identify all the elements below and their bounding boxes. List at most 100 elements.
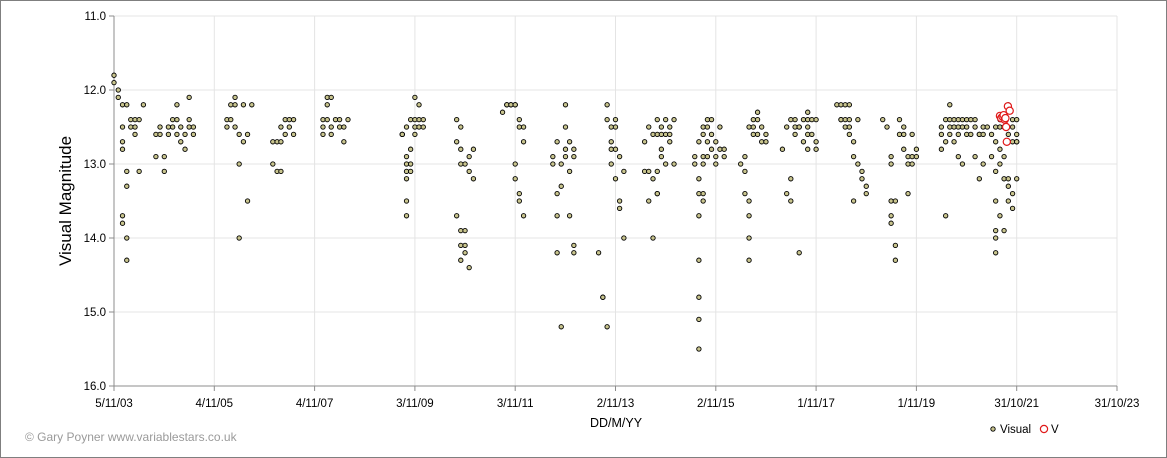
visual-data-point xyxy=(224,124,230,130)
visual-data-point xyxy=(717,146,723,152)
visual-data-point xyxy=(466,153,472,160)
visual-data-point xyxy=(608,139,614,145)
visual-data-point xyxy=(658,124,665,130)
visual-data-point xyxy=(650,176,656,182)
visual-data-point xyxy=(407,168,414,175)
visual-data-point xyxy=(566,213,573,219)
visual-data-point xyxy=(846,102,853,108)
visual-data-point xyxy=(182,131,188,138)
visual-data-point xyxy=(754,116,761,123)
visual-data-point xyxy=(621,235,627,241)
visual-data-point xyxy=(850,198,857,204)
visual-data-point xyxy=(412,131,418,138)
visual-data-point xyxy=(178,139,184,145)
visual-data-point xyxy=(667,131,673,138)
visual-data-point xyxy=(1001,176,1007,182)
visual-data-point xyxy=(132,131,138,138)
visual-data-point xyxy=(696,213,702,219)
visual-data-point xyxy=(286,116,292,123)
visual-data-point xyxy=(244,131,251,138)
visual-data-point xyxy=(667,124,673,130)
visual-data-point xyxy=(800,116,807,123)
visual-data-point xyxy=(947,124,953,130)
visual-data-point xyxy=(186,116,192,123)
visual-data-point xyxy=(1005,176,1011,182)
visual-data-point xyxy=(993,124,999,130)
visual-data-point xyxy=(407,146,414,152)
visual-data-point xyxy=(809,131,815,138)
visual-data-point xyxy=(859,176,865,182)
x-tick-label: 3/11/11 xyxy=(497,398,534,410)
visual-data-point xyxy=(462,227,468,234)
visual-data-point xyxy=(863,190,869,197)
visual-data-point xyxy=(754,109,761,115)
visual-data-point xyxy=(846,124,853,130)
visual-data-point xyxy=(416,102,422,108)
visual-data-point xyxy=(403,124,410,130)
visual-data-point xyxy=(997,213,1003,219)
visual-data-point xyxy=(750,124,756,130)
visual-data-point xyxy=(813,146,819,152)
visual-data-point xyxy=(1001,227,1007,234)
visual-data-point xyxy=(993,168,999,175)
visual-data-point xyxy=(884,124,890,130)
visual-data-point xyxy=(165,131,172,138)
v-data-point xyxy=(1001,113,1010,123)
visual-data-point xyxy=(746,257,752,263)
visual-data-point xyxy=(550,153,556,160)
visual-data-point xyxy=(805,109,811,115)
visual-data-point xyxy=(955,131,961,138)
y-tick-label: 11.0 xyxy=(84,11,106,23)
visual-data-point xyxy=(1001,153,1007,160)
visual-data-point xyxy=(671,161,677,167)
visual-data-point xyxy=(228,102,234,108)
visual-data-point xyxy=(746,235,752,241)
visual-data-point xyxy=(571,242,577,249)
visual-data-point xyxy=(512,176,518,182)
visual-data-point xyxy=(119,139,126,145)
visual-data-point xyxy=(650,131,656,138)
visual-data-point xyxy=(186,94,192,101)
visual-data-point xyxy=(896,116,903,123)
visual-data-point xyxy=(420,124,426,130)
visual-data-point xyxy=(913,153,920,160)
visual-data-point xyxy=(554,250,560,256)
visual-data-point xyxy=(1005,183,1011,189)
visual-data-point xyxy=(943,139,949,145)
visual-data-point xyxy=(951,124,957,130)
visual-data-point xyxy=(784,124,790,130)
x-tick-label: 2/11/13 xyxy=(597,398,635,410)
credit-text: © Gary Poyner www.variablestars.co.uk xyxy=(25,430,238,444)
visual-data-point xyxy=(324,116,330,123)
visual-data-point xyxy=(855,116,861,123)
visual-data-point xyxy=(892,257,899,263)
visual-data-point xyxy=(516,124,522,130)
visual-data-point xyxy=(646,124,652,130)
visual-data-point xyxy=(512,161,518,167)
visual-data-point xyxy=(696,316,702,323)
visual-data-point xyxy=(558,161,564,167)
visual-data-point xyxy=(236,235,242,241)
visual-data-point xyxy=(972,124,978,130)
visual-data-point xyxy=(554,213,560,219)
visual-data-point xyxy=(788,116,794,123)
visual-data-point xyxy=(708,146,715,152)
visual-data-point xyxy=(320,131,326,138)
visual-data-point xyxy=(186,124,192,130)
visual-data-point xyxy=(454,139,460,145)
visual-data-point xyxy=(157,131,163,138)
visual-data-point xyxy=(115,87,121,93)
visual-data-point xyxy=(336,124,343,130)
visual-data-point xyxy=(993,139,999,145)
visual-data-point xyxy=(604,116,610,123)
visual-data-point xyxy=(750,116,756,123)
visual-data-point xyxy=(562,102,569,108)
x-tick-label: 1/11/17 xyxy=(797,398,835,410)
visual-data-point xyxy=(968,131,974,138)
visual-data-point xyxy=(750,131,756,138)
visual-data-point xyxy=(458,124,464,130)
visual-data-point xyxy=(838,102,844,108)
visual-data-point xyxy=(420,116,426,123)
visual-data-point xyxy=(754,131,761,138)
